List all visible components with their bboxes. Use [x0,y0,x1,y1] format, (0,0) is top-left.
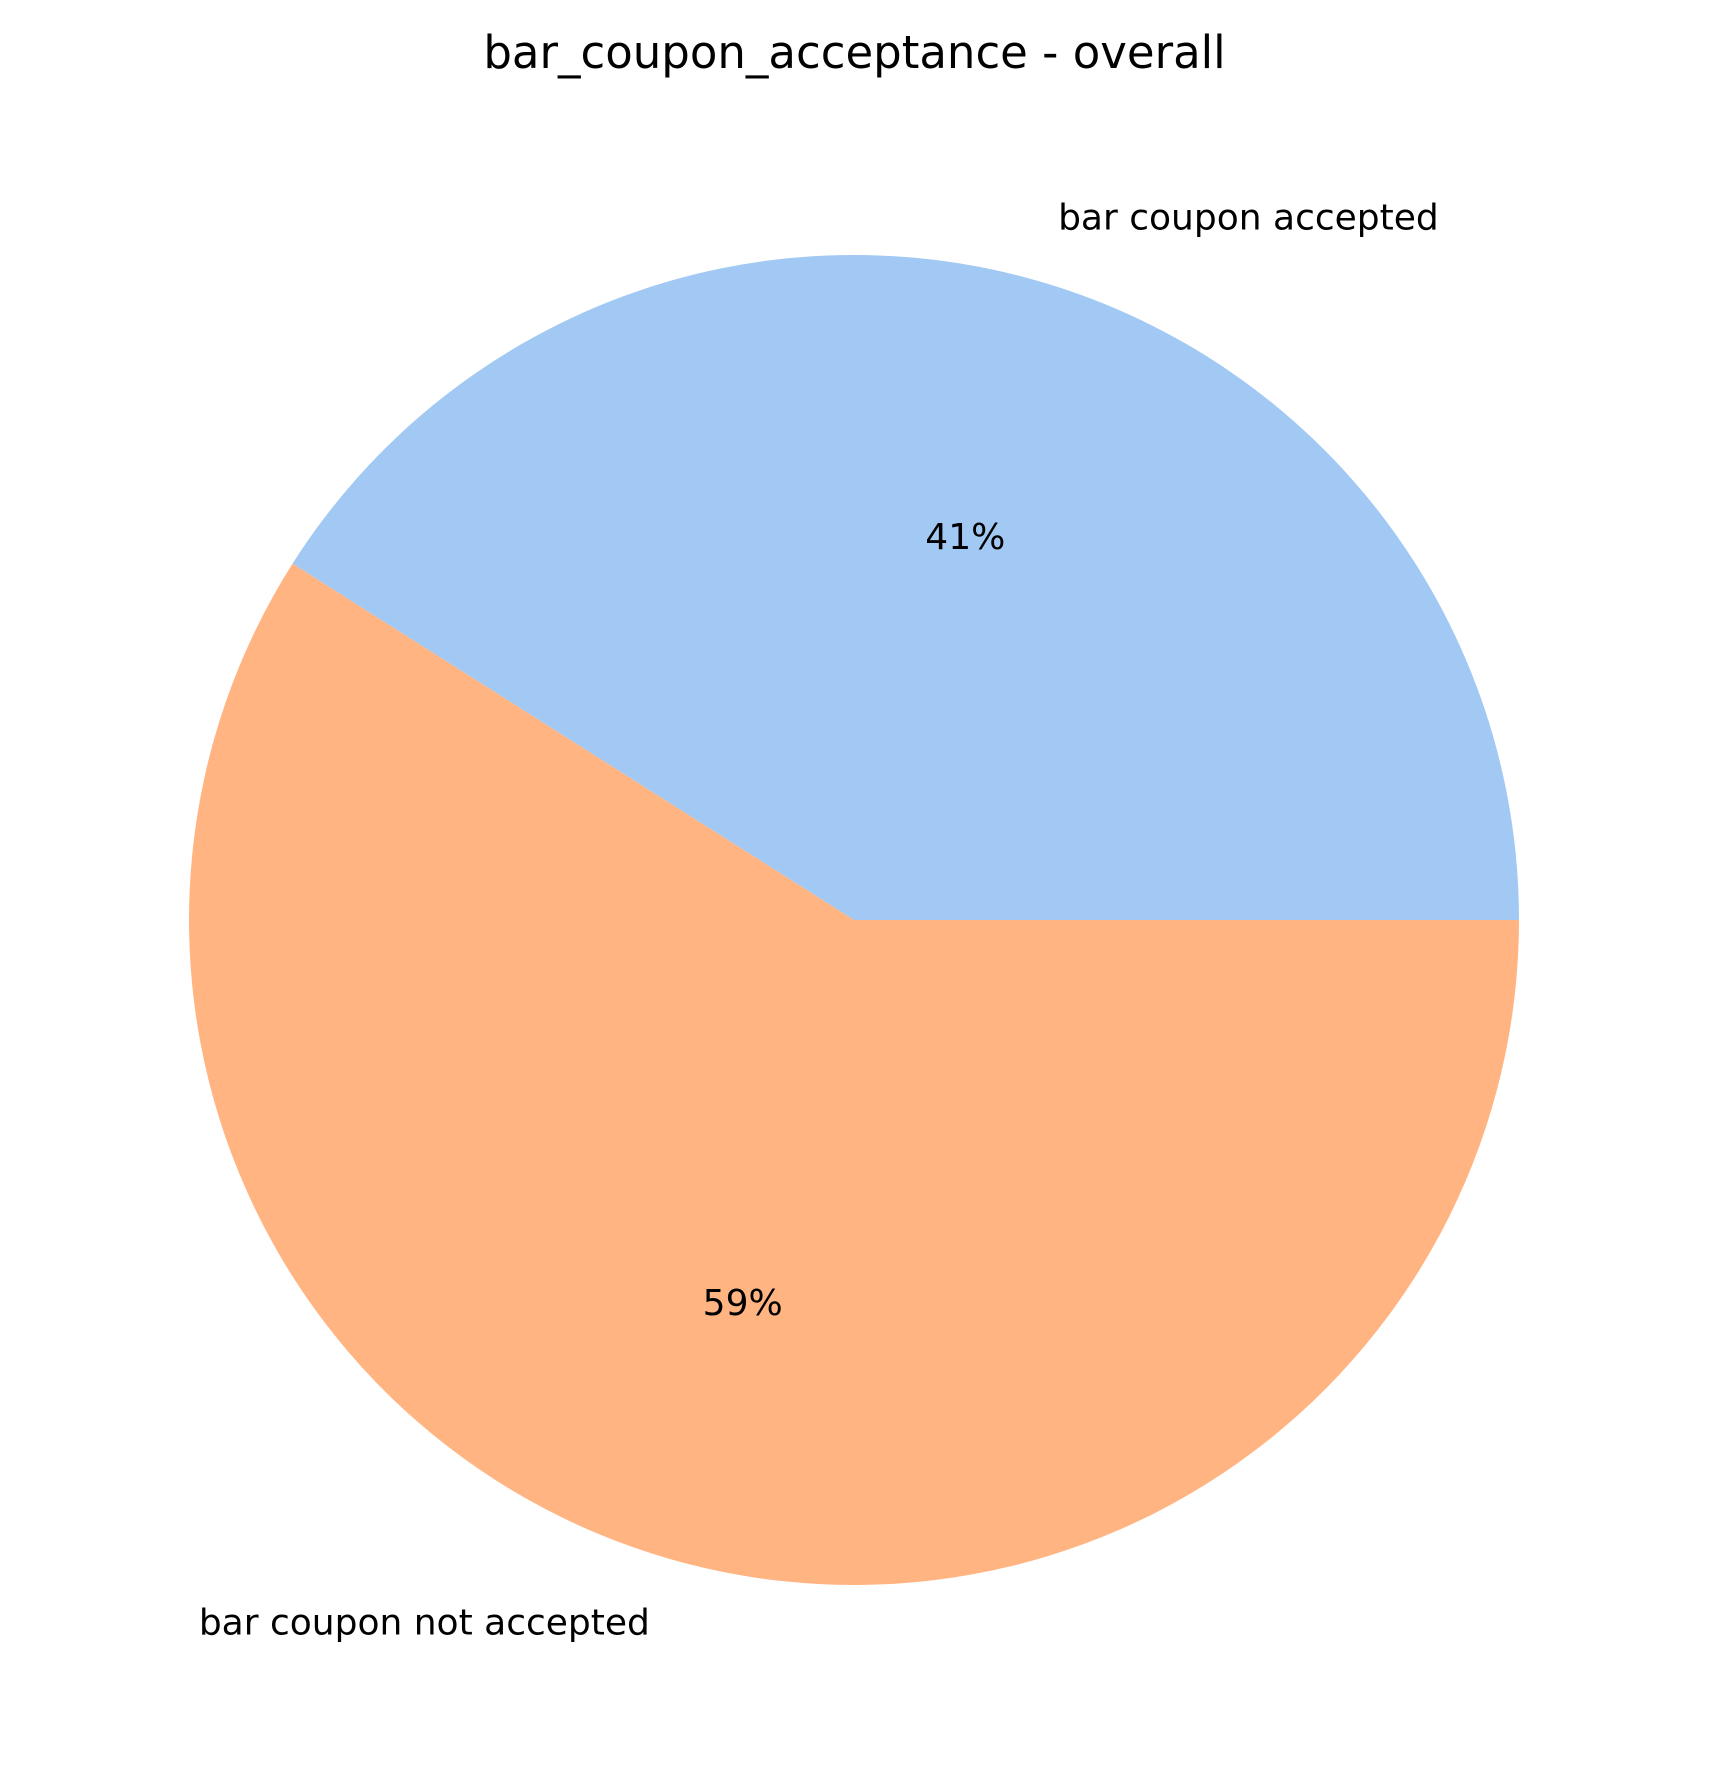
chart-title: bar_coupon_acceptance - overall [483,26,1225,79]
pie-slice-bar-coupon-not-accepted [188,563,1519,1586]
pie-slices [188,255,1519,1586]
slice-percent-label: 41% [925,517,1005,558]
pie-labels: bar coupon accepted 41% bar coupon not acc… [199,198,1439,1644]
slice-percent-label: 59% [703,1283,783,1324]
slice-label: bar coupon accepted [1058,198,1439,239]
slice-label: bar coupon not accepted [199,1602,650,1643]
pie-slice-bar-coupon-accepted [292,255,1519,921]
